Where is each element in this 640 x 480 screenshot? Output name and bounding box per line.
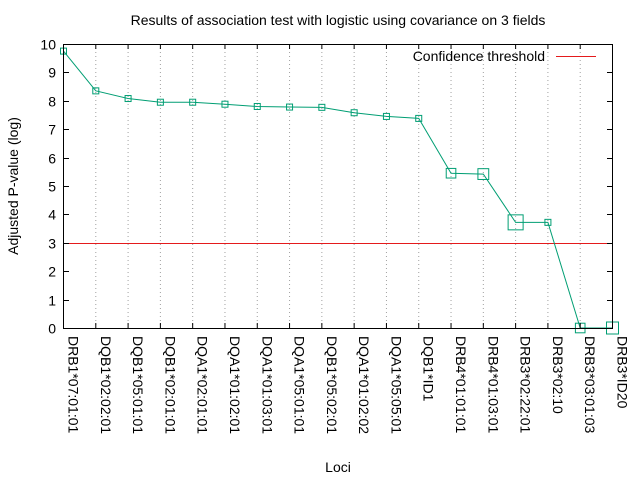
x-axis: DRB1*07:01:01 DQB1*02:02:01 DQB1*05:01:01 D… (63, 44, 631, 434)
x-tick-label: DQA1*02:01:01 (195, 336, 211, 434)
data-point (92, 87, 100, 95)
y-tick-label: 1 (48, 293, 56, 309)
x-tick-label: DQA1*05:01:01 (292, 336, 308, 434)
x-axis-title: Loci (325, 459, 351, 475)
x-tick-label: DRB3*02:10 (550, 336, 566, 414)
data-point (221, 100, 229, 108)
y-tick-label: 7 (48, 122, 56, 138)
y-tick-label: 2 (48, 264, 56, 280)
data-point (286, 103, 294, 111)
x-tick-label: DQA1*05:05:01 (388, 336, 404, 434)
series-group (60, 47, 619, 335)
plot-frame (63, 44, 613, 329)
data-point (445, 167, 457, 179)
y-tick-label: 4 (48, 207, 56, 223)
data-point (253, 102, 261, 110)
chart-title: Results of association test with logisti… (131, 12, 546, 28)
legend-label: Confidence threshold (413, 48, 545, 64)
y-tick-label: 9 (48, 65, 56, 81)
data-point (382, 112, 390, 120)
series-line (63, 50, 613, 329)
x-tick-label: DQA1*01:02:01 (227, 336, 243, 434)
x-tick-label: DQA1*01:03:01 (259, 336, 275, 434)
x-tick-label: DQB1*05:01:01 (130, 336, 146, 434)
x-tick-label: DRB4*01:03:01 (485, 336, 501, 434)
data-point (318, 103, 326, 111)
y-tick-label: 0 (48, 321, 56, 337)
x-tick-label: DRB4*01:01:01 (453, 336, 469, 434)
x-tick-label: DRB3*ID20 (615, 336, 631, 409)
x-tick-label: DRB3*02:22:01 (518, 336, 534, 434)
data-point (544, 218, 552, 226)
data-point (507, 214, 524, 231)
y-tick-label: 10 (40, 37, 56, 53)
x-tick-label: DQB1*02:02:01 (98, 336, 114, 434)
y-axis: 0 1 2 3 4 5 6 7 8 9 10 (40, 37, 613, 337)
y-tick-label: 8 (48, 94, 56, 110)
legend: Confidence threshold (413, 48, 596, 64)
data-point (477, 168, 490, 180)
grid (95, 44, 581, 328)
x-tick-label: DRB3*03:01:03 (582, 336, 598, 434)
x-tick-label: DQB1*ID1 (421, 336, 437, 402)
y-tick-label: 6 (48, 151, 56, 167)
x-tick-label: DQB1*05:02:01 (324, 336, 340, 434)
x-tick-label: DRB1*07:01:01 (66, 336, 82, 434)
y-axis-title: Adjusted P-value (log) (5, 117, 21, 255)
data-point (350, 109, 358, 117)
data-point (156, 98, 164, 106)
data-point (124, 95, 132, 103)
data-point (189, 98, 197, 106)
x-tick-label: DQB1*02:01:01 (162, 336, 178, 434)
y-tick-label: 3 (48, 236, 56, 252)
x-tick-label: DQA1*01:02:02 (356, 336, 372, 434)
data-point (415, 114, 423, 122)
y-tick-label: 5 (48, 179, 56, 195)
